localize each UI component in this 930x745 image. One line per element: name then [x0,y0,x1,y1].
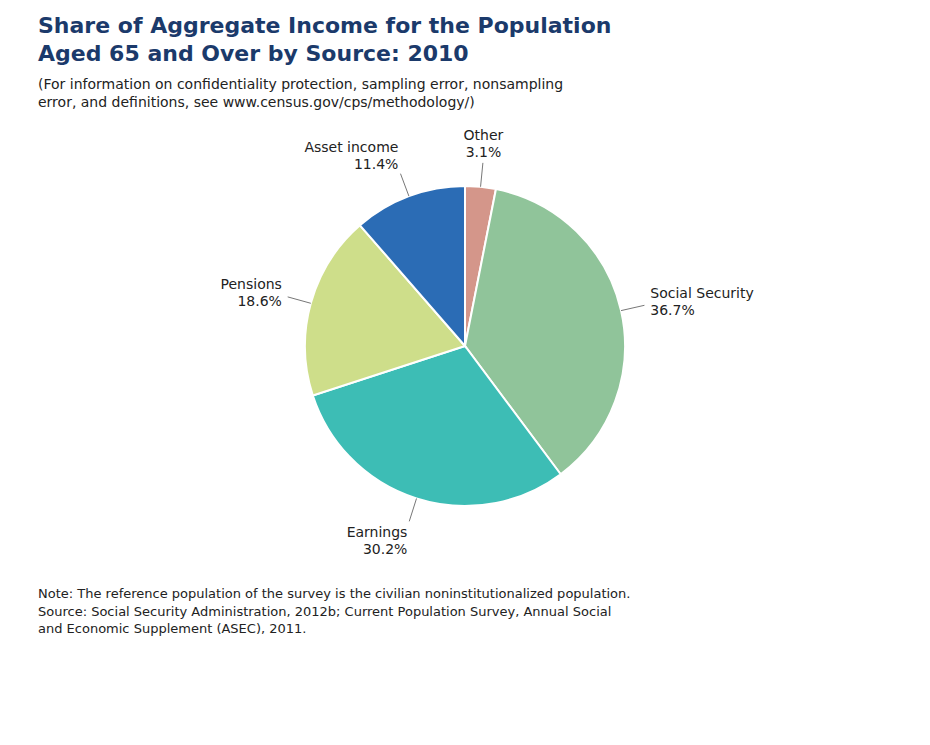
svg-text:Pensions: Pensions [221,276,282,292]
svg-text:18.6%: 18.6% [237,293,281,309]
html-text:(For information on confidenti: (For information on confidentiality prot… [38,76,564,111]
svg-text:11.4%: 11.4% [354,156,398,172]
html-text:Note: The reference population: Note: The reference population of the su… [38,586,631,637]
svg-text:Other: Other [464,127,504,143]
svg-text:Earnings: Earnings [347,525,408,541]
svg-text:3.1%: 3.1% [466,144,502,160]
svg-text:36.7%: 36.7% [650,302,694,318]
svg-text:Asset income: Asset income [304,139,398,155]
svg-text:30.2%: 30.2% [363,542,407,558]
svg-text:Social Security: Social Security [650,285,753,301]
html-text:Share of Aggregate Income for: Share of Aggregate Income for the Popula… [38,13,612,66]
